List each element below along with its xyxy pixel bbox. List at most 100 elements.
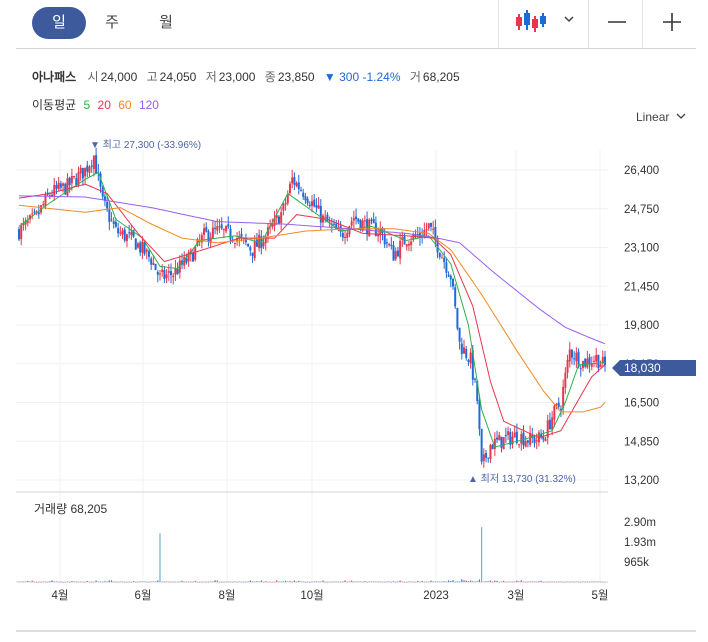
volume-bar — [29, 581, 31, 583]
candle-body — [394, 251, 397, 260]
volume-bar — [575, 581, 577, 583]
candle-body — [170, 271, 173, 276]
volume-bar — [474, 581, 476, 583]
volume-bar — [533, 581, 536, 583]
candle-body — [24, 220, 27, 225]
volume-bar — [130, 581, 132, 583]
candle-body — [425, 229, 428, 231]
candle-body — [533, 437, 536, 444]
candle-body — [434, 227, 437, 240]
candle-body — [350, 221, 353, 226]
candle-body — [192, 252, 195, 262]
candle-body — [114, 221, 117, 227]
tab-monthly[interactable]: 월 — [159, 14, 173, 31]
candle-body — [315, 205, 318, 208]
candle-body — [586, 358, 589, 368]
volume-bar — [318, 581, 320, 583]
candle-body — [218, 226, 221, 228]
candle-body — [407, 243, 410, 246]
candle-body — [277, 216, 280, 225]
candle-body — [447, 274, 450, 277]
candle-body — [317, 205, 320, 209]
volume-bar — [527, 581, 529, 583]
candle-body — [29, 215, 32, 220]
candle-body — [51, 194, 54, 196]
volume-bar — [157, 580, 159, 582]
volume-tick-label: 2.90m — [624, 517, 656, 529]
volume-bar — [408, 581, 410, 583]
current-price-badge: 18,030 — [612, 360, 696, 376]
volume-bar — [306, 581, 309, 583]
tab-weekly[interactable]: 주 — [105, 14, 119, 31]
candle-body — [260, 236, 263, 249]
candle-body — [588, 357, 591, 365]
scale-mode-dropdown[interactable]: Linear — [636, 110, 687, 124]
price-tick-label: 13,200 — [624, 475, 659, 487]
volume-bar — [80, 581, 82, 583]
volume-bar — [234, 581, 236, 583]
zoom-out-button[interactable] — [588, 0, 643, 48]
candle-body — [269, 225, 272, 227]
volume-bar — [143, 581, 146, 583]
volume-bar — [604, 581, 606, 583]
volume-bar — [207, 581, 210, 583]
tab-daily[interactable]: 일 — [32, 7, 86, 39]
time-tick-label: 3월 — [508, 589, 525, 602]
candle-body — [460, 343, 463, 354]
candle-body — [255, 239, 258, 247]
volume-bar — [492, 581, 494, 583]
candle-body — [293, 177, 296, 185]
volume-bar — [503, 580, 505, 582]
volume-bar — [463, 580, 465, 582]
volume-bar — [210, 581, 212, 583]
volume-bar — [223, 581, 225, 583]
candle-body — [59, 183, 62, 188]
candle-body — [101, 187, 104, 197]
ma5-line — [18, 171, 606, 448]
candle-body — [458, 327, 461, 342]
ma20-line — [18, 183, 606, 439]
zoom-in-button[interactable] — [642, 0, 697, 48]
volume-bar — [410, 581, 412, 583]
candle-body — [546, 420, 549, 438]
candle-body — [429, 222, 432, 227]
candle-body — [557, 402, 560, 407]
volume-bar — [507, 581, 509, 583]
candle-body — [46, 192, 49, 195]
volume-bar — [538, 581, 540, 582]
candle-body — [108, 209, 111, 222]
volume-bar — [170, 581, 172, 583]
candle-body — [324, 216, 327, 218]
candle-body — [520, 434, 523, 444]
volume-bar — [40, 581, 42, 583]
candle-body — [535, 440, 538, 442]
volume-bar — [547, 581, 549, 583]
volume-bar — [225, 581, 227, 583]
volume-bar — [441, 581, 443, 583]
volume-bar — [214, 580, 216, 582]
volume-bar — [500, 581, 503, 583]
ma60-label: 60 — [118, 98, 132, 112]
candle-body — [183, 256, 186, 266]
candle-body — [311, 201, 313, 206]
volume-bar — [258, 581, 260, 583]
volume-bar — [221, 581, 223, 583]
volume-bar — [344, 580, 346, 582]
chart-type-selector[interactable] — [498, 0, 589, 48]
volume-bar — [95, 580, 97, 582]
volume-bar — [434, 581, 436, 583]
candle-body — [421, 235, 424, 238]
candle-body — [205, 227, 208, 232]
volume-bar — [355, 581, 357, 583]
candle-body — [88, 166, 91, 173]
volume-bar — [397, 581, 399, 583]
candle-body — [167, 271, 170, 273]
volume-bar — [172, 581, 174, 583]
volume-bar — [591, 581, 593, 583]
candle-body — [487, 457, 490, 459]
candle-body — [75, 178, 78, 186]
volume-bar — [154, 581, 157, 582]
candle-body — [20, 225, 23, 240]
candle-body — [103, 196, 106, 202]
volume-bar — [276, 580, 278, 582]
